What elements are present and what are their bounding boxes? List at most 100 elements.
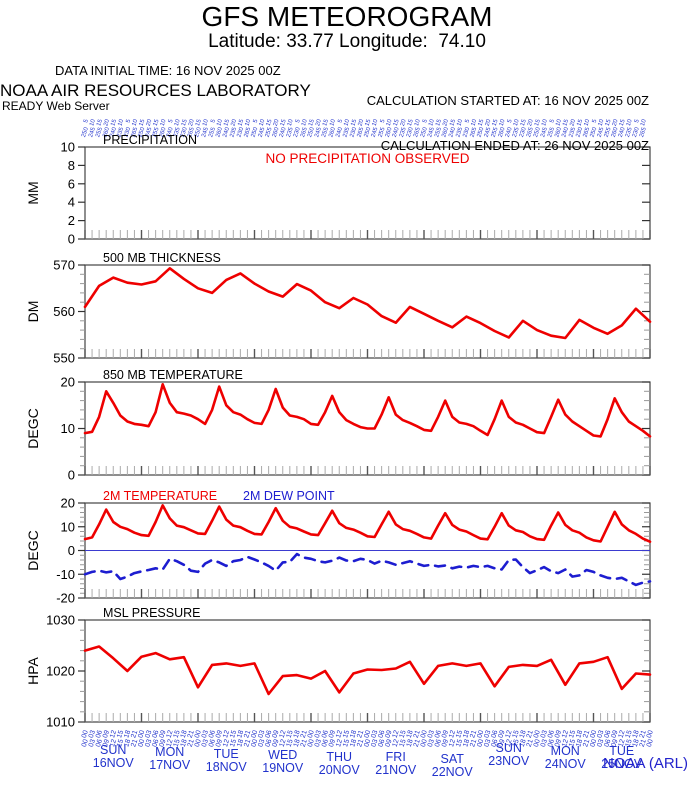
svg-text:10: 10: [61, 140, 75, 155]
svg-text:255: 255: [604, 126, 613, 138]
svg-text:12: 12: [505, 729, 514, 739]
svg-text:260: 260: [611, 126, 620, 138]
svg-text:15: 15: [435, 118, 443, 127]
svg-text:21: 21: [356, 738, 365, 748]
svg-text:1020: 1020: [46, 664, 75, 679]
svg-text:06: 06: [321, 729, 330, 739]
svg-text:15: 15: [110, 118, 118, 127]
svg-text:255: 255: [434, 126, 443, 138]
svg-text:10: 10: [61, 519, 75, 534]
svg-text:15: 15: [619, 118, 627, 127]
svg-text:03: 03: [540, 738, 549, 748]
svg-text:20: 20: [485, 118, 493, 127]
svg-text:255: 255: [321, 126, 330, 138]
svg-text:10: 10: [555, 118, 563, 127]
svg-text:12: 12: [448, 729, 457, 739]
svg-text:18: 18: [349, 738, 358, 748]
svg-text:12: 12: [166, 738, 175, 748]
svg-text:03: 03: [201, 738, 210, 748]
svg-text:5: 5: [253, 118, 260, 124]
svg-text:06: 06: [264, 729, 273, 739]
series-850-mb-temperature: [83, 382, 652, 438]
svg-text:240: 240: [618, 126, 627, 138]
day-name: MON: [155, 745, 184, 759]
svg-text:21: 21: [356, 729, 365, 739]
svg-text:10: 10: [626, 118, 634, 127]
svg-text:09: 09: [215, 729, 224, 739]
svg-text:18: 18: [123, 729, 132, 739]
svg-text:06: 06: [603, 729, 612, 739]
svg-text:03: 03: [427, 729, 436, 739]
svg-text:21: 21: [413, 729, 422, 739]
svg-text:0: 0: [68, 468, 75, 483]
svg-text:240: 240: [392, 126, 401, 138]
svg-text:265: 265: [131, 126, 140, 138]
svg-text:15: 15: [308, 118, 316, 127]
day-labels: SUN16NOVMON17NOVTUE18NOVWED19NOVTHU20NOV…: [93, 741, 643, 779]
svg-text:255: 255: [378, 126, 387, 138]
svg-text:570: 570: [53, 258, 75, 273]
svg-text:235: 235: [173, 126, 182, 138]
svg-text:00: 00: [589, 738, 598, 748]
svg-text:230: 230: [180, 126, 189, 138]
svg-text:12: 12: [335, 729, 344, 739]
svg-text:06: 06: [151, 738, 160, 748]
svg-text:03: 03: [483, 729, 492, 739]
svg-text:00: 00: [476, 738, 485, 748]
svg-text:00: 00: [476, 729, 485, 739]
svg-text:03: 03: [370, 729, 379, 739]
svg-text:5: 5: [126, 118, 133, 124]
svg-text:06: 06: [377, 738, 386, 748]
svg-text:15: 15: [393, 118, 401, 127]
svg-text:15: 15: [399, 738, 408, 748]
svg-text:18: 18: [293, 729, 302, 739]
day-date: 23NOV: [488, 754, 530, 768]
svg-text:260: 260: [498, 126, 507, 138]
svg-text:09: 09: [554, 738, 563, 748]
calculation-times: CALCULATION STARTED AT: 16 NOV 2025 00Z …: [367, 63, 649, 183]
svg-text:06: 06: [151, 729, 160, 739]
svg-text:2: 2: [68, 213, 75, 228]
svg-text:265: 265: [526, 126, 535, 138]
hour-tick-labels: 0000030306060909121215151818212100000303…: [81, 729, 655, 748]
svg-text:15: 15: [562, 118, 570, 127]
svg-text:265: 265: [583, 126, 592, 138]
day-date: 18NOV: [206, 760, 248, 774]
svg-text:5: 5: [422, 118, 429, 124]
svg-text:4: 4: [68, 195, 75, 210]
svg-text:10: 10: [456, 118, 464, 127]
day-name: SAT: [441, 752, 465, 766]
svg-text:03: 03: [144, 729, 153, 739]
svg-text:10: 10: [329, 118, 337, 127]
svg-text:21: 21: [130, 738, 139, 748]
svg-text:245: 245: [427, 126, 436, 138]
svg-text:230: 230: [519, 126, 528, 138]
svg-text:15: 15: [351, 118, 359, 127]
svg-text:09: 09: [102, 738, 111, 748]
svg-text:10: 10: [386, 118, 394, 127]
svg-text:265: 265: [300, 126, 309, 138]
svg-text:20: 20: [400, 118, 408, 127]
svg-text:230: 230: [632, 126, 641, 138]
svg-text:245: 245: [540, 126, 549, 138]
svg-text:06: 06: [208, 729, 217, 739]
svg-text:250: 250: [364, 126, 373, 138]
svg-text:21: 21: [187, 738, 196, 748]
svg-text:12: 12: [561, 738, 570, 748]
svg-text:06: 06: [547, 729, 556, 739]
svg-text:15: 15: [96, 118, 104, 127]
svg-text:00: 00: [137, 738, 146, 748]
svg-text:12: 12: [109, 738, 118, 748]
svg-text:260: 260: [385, 126, 394, 138]
svg-text:15: 15: [455, 738, 464, 748]
svg-text:20: 20: [273, 118, 281, 127]
svg-text:HPA: HPA: [25, 656, 41, 684]
svg-text:15: 15: [605, 118, 613, 127]
svg-text:MM: MM: [25, 181, 41, 204]
svg-text:21: 21: [413, 738, 422, 748]
day-date: 17NOV: [149, 758, 191, 772]
svg-text:260: 260: [441, 126, 450, 138]
svg-text:10: 10: [132, 118, 140, 127]
svg-text:06: 06: [603, 738, 612, 748]
svg-text:12: 12: [222, 729, 231, 739]
